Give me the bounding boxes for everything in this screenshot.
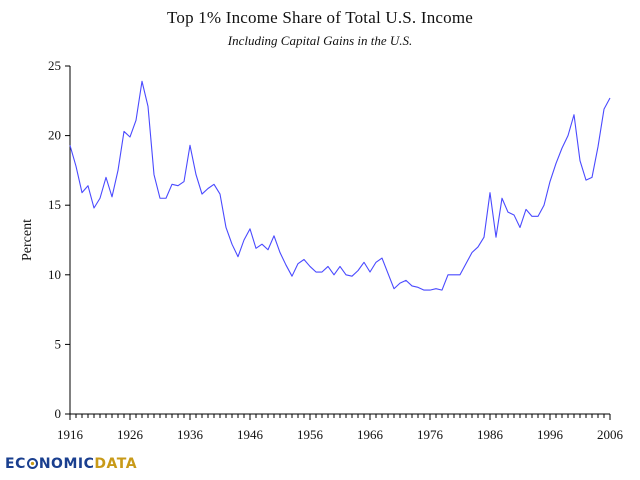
chart-title: Top 1% Income Share of Total U.S. Income (166, 8, 474, 27)
y-tick-label: 20 (48, 128, 61, 143)
y-axis-label: Percent (20, 219, 35, 261)
logo-text-left: EC (5, 456, 26, 472)
x-tick-label: 1956 (297, 427, 324, 442)
axes: Percent (20, 66, 610, 415)
logo-text-middle: NOMIC (38, 456, 95, 472)
logo-text-right: DATA (94, 456, 138, 472)
x-tick-label: 1936 (177, 427, 204, 442)
x-tick-label: 1986 (477, 427, 504, 442)
y-tick-label: 0 (55, 406, 62, 421)
x-tick-label: 1946 (237, 427, 264, 442)
series-line-top1-share (69, 80, 611, 291)
y-tick-label: 15 (48, 197, 61, 212)
x-tick-label: 1976 (417, 427, 444, 442)
ticks: 0 5 10 15 20 25 1916 1926 1936 1946 1956 1966 1976 19… (48, 58, 624, 442)
y-tick-label: 5 (55, 336, 62, 351)
y-tick-label: 25 (48, 58, 61, 73)
economicdata-logo: EC NOMICDATA (5, 456, 137, 478)
y-tick-label: 10 (48, 267, 61, 282)
chart-subtitle: Including Capital Gains in the U.S. (227, 33, 413, 48)
x-tick-label: 2006 (597, 427, 624, 442)
logo-coin-icon (26, 458, 38, 469)
x-tick-label: 1966 (357, 427, 384, 442)
x-tick-label: 1926 (117, 427, 144, 442)
x-tick-label: 1996 (537, 427, 564, 442)
series-layer (69, 80, 611, 291)
x-tick-label: 1916 (57, 427, 84, 442)
